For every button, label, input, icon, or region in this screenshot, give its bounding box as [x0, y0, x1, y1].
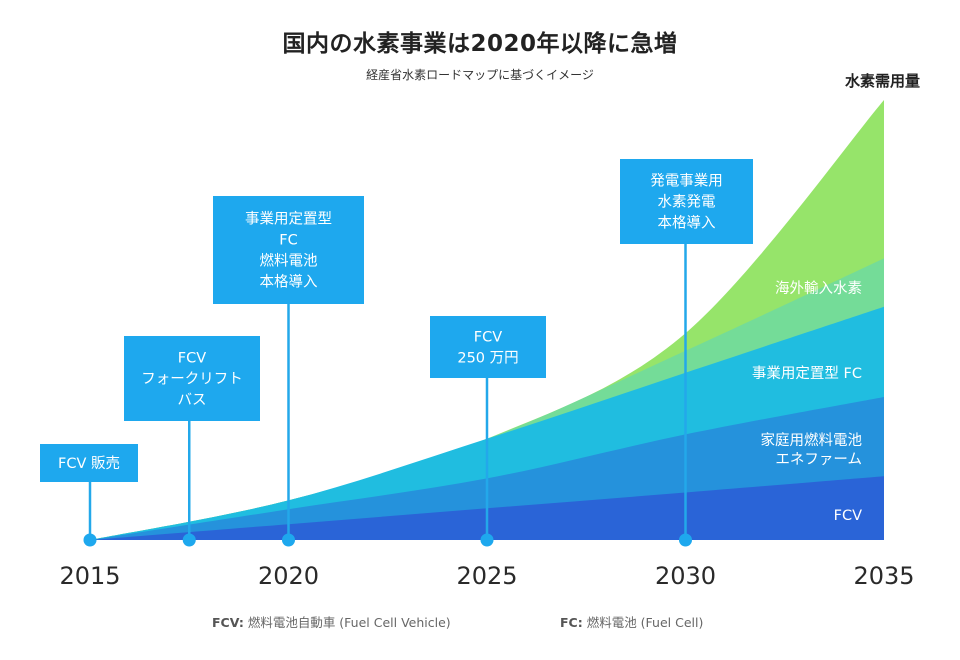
- series-label-3: 海外輸入水素: [775, 280, 862, 297]
- milestone-label-4: 発電事業用水素発電本格導入: [650, 173, 723, 232]
- series-labels: FCV 家庭用燃料電池エネファーム 事業用定置型 FC 海外輸入水素: [752, 280, 862, 524]
- milestone-dot-4: [679, 533, 692, 547]
- milestone-dot-3: [480, 533, 494, 547]
- footnote-fc-key: FC:: [560, 615, 583, 630]
- footnote-fcv-text: 燃料電池自動車 (Fuel Cell Vehicle): [247, 615, 451, 630]
- x-tick-label-1: 2020: [258, 562, 319, 590]
- milestone-dot-0: [83, 533, 97, 547]
- y-axis-label: 水素需用量: [844, 72, 920, 90]
- series-label-0: FCV: [834, 508, 862, 524]
- chart-title: 国内の水素事業は2020年以降に急増: [282, 31, 678, 57]
- milestone-dot-2: [282, 533, 295, 547]
- milestone-box-4: [620, 159, 753, 244]
- milestone-label-0: FCV 販売: [58, 455, 120, 472]
- footnote-fcv: FCV: 燃料電池自動車 (Fuel Cell Vehicle): [212, 612, 451, 631]
- x-tick-label-0: 2015: [59, 562, 120, 590]
- x-tick-label-2: 2025: [456, 562, 517, 590]
- milestone-box-2: [213, 196, 364, 304]
- x-tick-label-3: 2030: [655, 562, 716, 590]
- series-label-1: 家庭用燃料電池エネファーム: [761, 431, 863, 468]
- milestone-box-3: [430, 316, 546, 378]
- milestone-label-1: FCV フォークリフトバス: [141, 351, 243, 409]
- footnote-fc-text: 燃料電池 (Fuel Cell): [586, 615, 704, 630]
- footnote-fc: FC: 燃料電池 (Fuel Cell): [560, 612, 703, 631]
- chart-subtitle: 経産省水素ロードマップに基づくイメージ: [366, 68, 594, 82]
- milestone-box-1: [124, 336, 260, 421]
- milestone-label-2: 事業用定置型 FC 燃料電池本格導入: [245, 211, 332, 291]
- series-label-2: 事業用定置型 FC: [752, 365, 862, 382]
- footnote-fcv-key: FCV:: [212, 615, 244, 630]
- x-axis-ticks: 2015 2020 2025 2030 2035: [59, 562, 914, 590]
- milestone-dot-1: [182, 533, 196, 547]
- x-tick-label-4: 2035: [853, 562, 914, 590]
- milestone-box-0: [40, 444, 138, 482]
- milestone-label-3: FCV 250 万円: [457, 330, 518, 367]
- milestone-callouts: FCV 販売 FCV フォークリフトバス 事業用定置型 FC 燃料電池本格導入 FCV 250…: [40, 159, 753, 547]
